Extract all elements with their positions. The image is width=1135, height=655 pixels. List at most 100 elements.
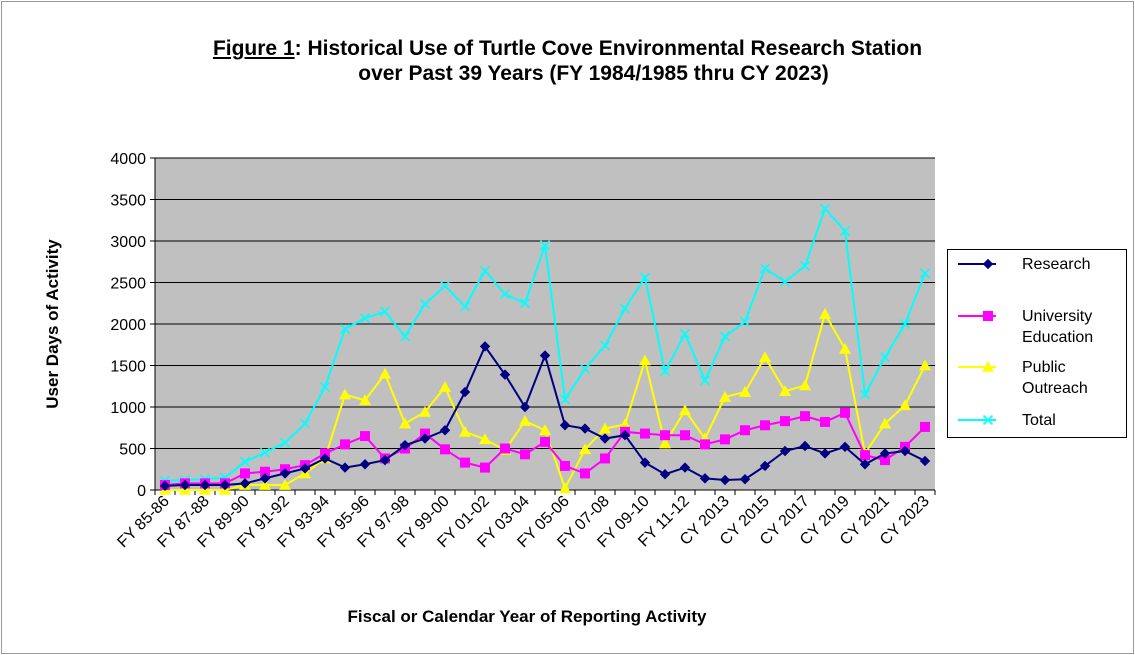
data-point-research — [199, 479, 211, 491]
data-point-total — [759, 263, 771, 274]
data-point-public-outreach — [799, 379, 811, 391]
data-point-public-outreach — [839, 342, 851, 354]
data-point-total — [919, 268, 931, 279]
legend-item-research: Research — [948, 252, 1128, 292]
data-point-university-education — [440, 444, 450, 455]
data-point-research — [859, 459, 871, 470]
data-point-university-education — [760, 420, 770, 431]
data-point-research — [739, 474, 751, 485]
x-marker-stroke — [419, 299, 431, 310]
data-point-research — [439, 425, 451, 436]
data-point-research — [399, 439, 411, 451]
data-point-research — [519, 401, 531, 413]
data-point-total — [879, 352, 891, 363]
data-point-public-outreach — [659, 437, 671, 449]
data-point-university-education — [720, 434, 730, 445]
series-research — [159, 341, 931, 492]
x-marker-stroke — [699, 375, 711, 386]
legend-swatch-marker — [982, 414, 994, 426]
x-marker-stroke — [779, 276, 791, 287]
data-point-public-outreach — [739, 386, 751, 397]
data-point-university-education — [820, 416, 830, 427]
data-point-total — [599, 340, 611, 351]
legend: Research University Education Public Outre… — [947, 249, 1127, 438]
data-point-total — [439, 280, 451, 291]
data-point-research — [359, 459, 371, 470]
data-point-research — [819, 448, 831, 459]
data-point-research — [339, 462, 351, 473]
data-point-research — [639, 457, 651, 468]
x-marker-stroke — [279, 437, 291, 448]
data-point-university-education — [540, 436, 550, 447]
data-point-total — [659, 366, 671, 377]
data-point-public-outreach — [419, 405, 431, 417]
data-point-public-outreach — [439, 381, 451, 392]
data-point-total — [619, 303, 631, 314]
data-point-research — [619, 430, 631, 441]
data-point-university-education — [780, 416, 790, 427]
data-point-research — [799, 440, 811, 452]
data-point-total — [719, 331, 731, 342]
data-point-total — [499, 289, 511, 300]
data-point-total — [519, 298, 531, 309]
data-point-total — [699, 375, 711, 386]
data-point-public-outreach — [339, 388, 351, 400]
data-point-university-education — [800, 411, 810, 422]
data-point-total — [259, 447, 271, 458]
data-point-total — [339, 323, 351, 335]
chart-title-line2: over Past 39 Years (FY 1984/1985 thru CY… — [358, 62, 829, 85]
data-point-research — [299, 463, 311, 474]
data-point-public-outreach — [759, 351, 771, 362]
data-point-university-education — [560, 460, 570, 471]
x-marker-stroke — [839, 225, 851, 237]
data-point-public-outreach — [779, 385, 791, 397]
y-tick-label: 0 — [137, 483, 146, 500]
data-point-total — [299, 418, 311, 429]
x-marker-stroke — [599, 340, 611, 351]
data-point-public-outreach — [399, 417, 411, 429]
x-marker-stroke — [679, 328, 691, 340]
data-point-research — [159, 480, 171, 492]
data-point-research — [599, 433, 611, 444]
x-marker-stroke — [982, 414, 994, 426]
data-point-total — [799, 260, 811, 271]
data-point-total — [359, 313, 371, 324]
y-tick-label: 3500 — [110, 193, 146, 210]
data-point-research — [259, 473, 271, 484]
x-marker-stroke — [719, 331, 731, 342]
x-marker-stroke — [759, 263, 771, 274]
x-marker-stroke — [879, 352, 891, 363]
y-tick-label: 1500 — [110, 359, 146, 376]
data-point-research — [879, 448, 891, 459]
data-point-research — [699, 473, 711, 484]
data-point-total — [739, 316, 751, 327]
x-marker-stroke — [799, 260, 811, 271]
x-axis-label: Fiscal or Calendar Year of Reporting Act… — [348, 607, 708, 626]
data-point-total — [579, 363, 591, 374]
data-point-total — [379, 306, 391, 317]
data-point-total — [399, 331, 411, 342]
data-point-public-outreach — [619, 418, 631, 430]
data-point-public-outreach — [379, 367, 391, 379]
x-marker-stroke — [619, 303, 631, 314]
data-point-total — [539, 240, 551, 251]
x-marker-stroke — [379, 306, 391, 317]
x-marker-stroke — [559, 394, 571, 405]
legend-label: University Education — [1022, 308, 1094, 346]
data-point-public-outreach — [259, 479, 271, 490]
y-tick-label: 500 — [119, 442, 146, 459]
data-point-university-education — [340, 439, 350, 450]
data-point-university-education — [700, 439, 710, 450]
y-tick-label: 2000 — [110, 317, 146, 334]
data-point-university-education — [580, 468, 590, 479]
data-point-university-education — [260, 466, 270, 477]
y-tick-label: 2500 — [110, 276, 146, 293]
data-point-public-outreach — [279, 479, 291, 490]
data-point-total — [839, 225, 851, 237]
data-point-total — [459, 301, 471, 312]
legend-label: Public Outreach — [1022, 359, 1088, 397]
legend-swatch-public-outreach — [958, 361, 996, 372]
data-point-research — [579, 423, 591, 434]
